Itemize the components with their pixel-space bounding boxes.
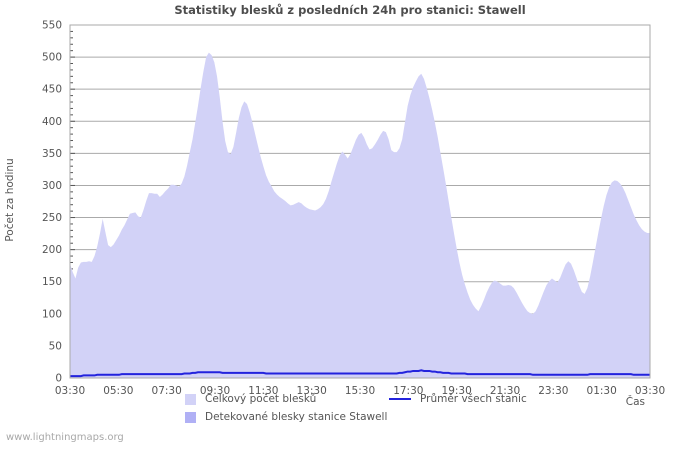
y-tick-label: 550 — [42, 20, 62, 32]
y-tick-label: 400 — [42, 116, 62, 128]
x-tick-label: 03:30 — [635, 385, 665, 397]
chart-legend: Celkový počet blesků Detekované blesky s… — [0, 391, 700, 427]
legend-swatch-average — [389, 398, 411, 400]
y-tick-label: 300 — [42, 180, 62, 192]
y-tick-label: 100 — [42, 308, 62, 320]
legend-label-average: Průměr všech stanic — [420, 393, 527, 405]
y-tick-label: 200 — [42, 244, 62, 256]
legend-item-total: Celkový počet blesků — [185, 391, 316, 407]
legend-swatch-total — [185, 393, 196, 405]
area-series-total — [70, 52, 650, 378]
y-tick-label: 450 — [42, 84, 62, 96]
legend-item-station: Detekované blesky stanice Stawell — [185, 409, 387, 425]
x-tick-label: 07:30 — [152, 385, 182, 397]
y-axis-label: Počet za hodinu — [4, 158, 16, 241]
x-tick-label: 05:30 — [103, 385, 133, 397]
x-tick-label: 13:30 — [297, 385, 327, 397]
x-tick-label: 03:30 — [55, 385, 85, 397]
x-axis-label: Čas — [626, 395, 645, 408]
chart-title: Statistiky blesků z posledních 24h pro s… — [174, 3, 526, 17]
line-series-average — [70, 369, 650, 378]
y-tick-label: 150 — [42, 276, 62, 288]
x-tick-label: 15:30 — [345, 385, 375, 397]
legend-label-total: Celkový počet blesků — [205, 393, 317, 405]
legend-swatch-station — [185, 411, 196, 423]
x-tick-label: 09:30 — [200, 385, 230, 397]
plot-frame — [69, 24, 651, 379]
x-tick-label: 19:30 — [442, 385, 472, 397]
x-tick-label: 01:30 — [587, 385, 617, 397]
y-tick-label: 0 — [55, 373, 62, 385]
x-tick-label: 21:30 — [490, 385, 520, 397]
x-tick-label: 17:30 — [393, 385, 423, 397]
y-tick-label: 250 — [42, 212, 62, 224]
y-tick-label: 50 — [49, 340, 62, 352]
legend-item-average: Průměr všech stanic — [389, 391, 527, 407]
footer-attribution: www.lightningmaps.org — [6, 432, 124, 443]
legend-label-station: Detekované blesky stanice Stawell — [205, 411, 388, 423]
y-tick-label: 500 — [42, 52, 62, 64]
x-tick-label: 23:30 — [538, 385, 568, 397]
series-group — [70, 52, 650, 378]
x-tick-label: 11:30 — [248, 385, 278, 397]
y-tick-label: 350 — [42, 148, 62, 160]
plot-border — [69, 24, 651, 379]
